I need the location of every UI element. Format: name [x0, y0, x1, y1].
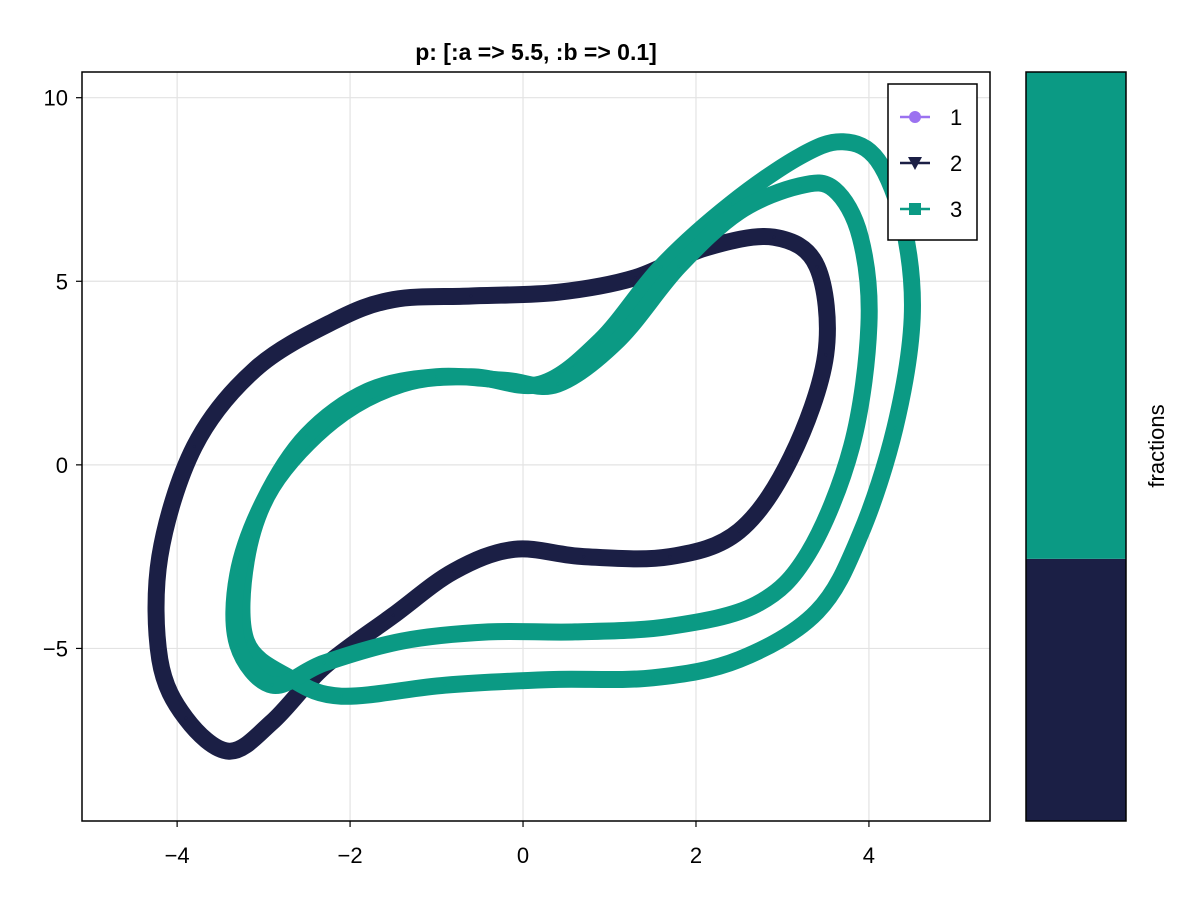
data-point [798, 154, 802, 158]
data-point [556, 382, 560, 386]
data-point [910, 316, 914, 320]
y-tick-label: 5 [56, 269, 68, 294]
data-point [659, 265, 663, 269]
data-point [339, 694, 343, 698]
data-point [270, 720, 274, 724]
data-point [798, 184, 802, 188]
data-point [668, 624, 672, 628]
data-point [633, 276, 637, 280]
y-tick-label: 10 [44, 86, 68, 111]
colorbar-label: fractions [1144, 404, 1169, 487]
data-point [832, 187, 836, 191]
legend-label: 1 [950, 105, 962, 130]
data-point [867, 323, 871, 327]
data-point [651, 676, 655, 680]
data-point [469, 294, 473, 298]
data-point [184, 716, 188, 720]
data-point [616, 338, 620, 342]
legend-entry-1[interactable]: 1 [900, 105, 962, 130]
data-point [815, 265, 819, 269]
colorbar-segment [1026, 72, 1126, 559]
x-tick-label: 0 [517, 843, 529, 868]
legend[interactable]: 1 2 3 [887, 83, 978, 241]
x-tick-label: 2 [690, 843, 702, 868]
data-point [504, 378, 508, 382]
data-point [556, 290, 560, 294]
data-point [236, 643, 240, 647]
data-point [236, 573, 240, 577]
data-point [400, 639, 404, 643]
data-point [858, 235, 862, 239]
data-point [824, 353, 828, 357]
data-point [262, 500, 266, 504]
data-point [331, 320, 335, 324]
data-point [668, 555, 672, 559]
data-point [858, 533, 862, 537]
colorbar [1025, 71, 1127, 822]
y-tick-label: −5 [43, 636, 68, 661]
colorbar-segment [1026, 558, 1126, 821]
data-point [305, 433, 309, 437]
legend-entry-2[interactable]: 2 [900, 151, 962, 176]
data-point [253, 367, 257, 371]
data-point [850, 445, 854, 448]
data-point [435, 375, 439, 379]
legend-entry-3[interactable]: 3 [900, 197, 962, 222]
data-point [755, 602, 759, 606]
data-point [443, 683, 447, 687]
x-tick-label: 4 [863, 843, 875, 868]
legend-circle-marker [909, 111, 921, 123]
data-point [893, 426, 897, 430]
data-point [737, 529, 741, 533]
data-point [789, 456, 793, 460]
data-point [322, 661, 326, 665]
data-point [270, 683, 274, 687]
legend-square-marker [909, 203, 921, 215]
data-point [192, 445, 196, 448]
data-point [815, 610, 819, 614]
data-point [391, 298, 395, 302]
data-point [677, 265, 681, 269]
data-point [486, 630, 490, 634]
legend-label: 2 [950, 151, 962, 176]
data-point [158, 657, 162, 661]
series-2 [225, 174, 878, 694]
data-point [737, 657, 741, 661]
x-tick-label: −2 [338, 843, 363, 868]
colorbar-frame [1025, 71, 1127, 822]
axis-ticks: −4 −2 0 2 4 −5 0 5 10 [43, 86, 875, 868]
x-tick-label: −4 [165, 843, 190, 868]
y-tick-label: 0 [56, 453, 68, 478]
series-0 [147, 228, 836, 760]
data-point [737, 210, 741, 214]
data-point [772, 235, 776, 239]
plot-series [147, 133, 921, 760]
chart-title: p: [:a => 5.5, :b => 0.1] [415, 39, 657, 65]
data-point [729, 202, 733, 206]
data-point [806, 551, 810, 555]
data-point [582, 555, 586, 559]
data-point [841, 140, 845, 144]
data-point [547, 678, 551, 682]
legend-triangle-marker [908, 157, 922, 170]
data-point [876, 158, 880, 162]
data-point [512, 547, 516, 551]
data-point [573, 630, 577, 634]
data-point [599, 338, 603, 342]
legend-label: 3 [950, 197, 962, 222]
data-point [365, 389, 369, 393]
axes-frame [81, 71, 991, 822]
data-point [227, 749, 231, 753]
data-point [158, 555, 162, 559]
data-point [391, 613, 395, 617]
data-point [452, 569, 456, 573]
